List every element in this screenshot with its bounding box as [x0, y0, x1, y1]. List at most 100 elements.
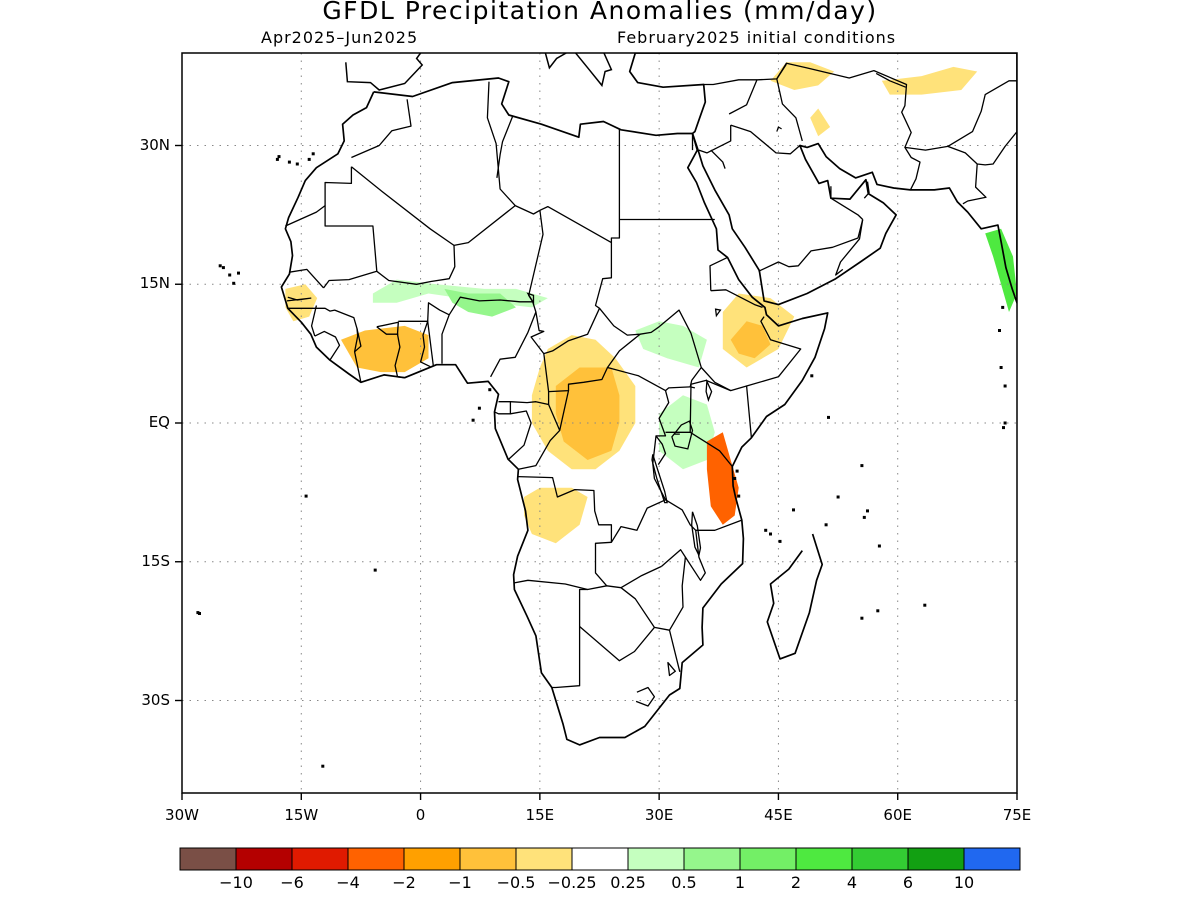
colorbar-label: 4: [846, 873, 858, 892]
colorbar-label: 0.5: [671, 873, 697, 892]
country-border: [350, 166, 541, 247]
country-border: [746, 316, 802, 387]
axis-ticks: [175, 144, 1018, 800]
island-dot: [218, 264, 222, 268]
colorbar-label: −10: [219, 873, 253, 892]
coastlines-borders: [196, 53, 1017, 768]
island-dot: [862, 515, 866, 519]
island-dot: [998, 329, 1001, 332]
colorbar-swatch: [851, 847, 909, 871]
country-border: [559, 390, 570, 431]
season-subtitle: Apr2025–Jun2025: [261, 28, 419, 47]
lon-tick-label: 75E: [1002, 806, 1032, 824]
lake-outline: [705, 378, 713, 402]
madagascar-coastline: [766, 533, 824, 660]
country-border: [498, 391, 550, 406]
country-border: [835, 219, 864, 276]
lon-tick-label: 15W: [284, 806, 319, 824]
country-border: [606, 333, 691, 392]
lon-tick-label: 15E: [525, 806, 555, 824]
country-border: [351, 99, 412, 159]
island-dot: [295, 162, 299, 166]
island-dot: [735, 469, 739, 473]
colorbar-label: 6: [902, 873, 914, 892]
country-border: [635, 686, 656, 707]
island-dot: [1001, 305, 1005, 309]
anomaly-patch: [524, 487, 588, 544]
country-border: [579, 626, 655, 662]
island-dot: [1003, 384, 1007, 388]
country-border: [354, 328, 362, 353]
country-border: [690, 386, 696, 389]
colorbar-label: −4: [336, 873, 360, 892]
colorbar-swatch: [459, 847, 517, 871]
island-dot: [866, 509, 869, 513]
anomaly-patch: [770, 62, 835, 90]
country-border: [709, 256, 728, 291]
country-border: [376, 245, 456, 285]
initial-conditions-subtitle: February2025 initial conditions: [617, 28, 897, 47]
country-border: [528, 210, 544, 303]
country-border: [661, 499, 706, 581]
country-border: [376, 326, 399, 335]
country-border: [668, 557, 687, 672]
country-border: [427, 321, 434, 366]
country-border: [698, 125, 732, 154]
lat-tick-label: 15S: [141, 551, 170, 570]
country-border: [427, 302, 450, 364]
lon-tick-label: 30W: [165, 806, 199, 824]
country-border: [710, 149, 726, 169]
island-dot: [827, 415, 830, 419]
europe-coastline: [345, 53, 629, 91]
colorbar-swatch: [907, 847, 965, 871]
country-border: [863, 181, 870, 199]
anomaly-patch: [555, 367, 620, 460]
colorbar-swatch: [795, 847, 853, 871]
lon-tick-label: 30E: [644, 806, 674, 824]
colorbar-label: −2: [392, 873, 416, 892]
country-border: [776, 62, 1017, 151]
island-dot: [304, 494, 308, 498]
island-dot: [198, 612, 201, 615]
colorbar-swatch: [347, 847, 405, 871]
island-dot: [836, 495, 840, 499]
colorbar-swatch: [963, 847, 1021, 871]
country-border: [287, 307, 362, 383]
country-border: [904, 147, 921, 191]
colorbar-swatch: [515, 847, 573, 871]
lon-tick-label: 0: [415, 806, 426, 824]
lon-tick-label: 45E: [764, 806, 793, 824]
lon-tick-label: 60E: [883, 806, 912, 824]
country-border: [710, 289, 763, 309]
country-border: [730, 124, 801, 155]
lake-outline: [714, 308, 722, 318]
country-border: [776, 78, 803, 142]
island-dot: [1002, 426, 1005, 430]
country-border: [376, 321, 405, 379]
lake-outline: [691, 511, 702, 558]
island-dot: [860, 464, 864, 468]
country-border: [551, 585, 670, 689]
colorbar-label: 1: [734, 873, 746, 892]
island-dot: [923, 603, 927, 607]
island-dot: [311, 152, 315, 156]
island-dot: [232, 281, 236, 285]
colorbar-swatch: [179, 847, 237, 871]
island-dot: [228, 273, 232, 277]
arabia-asia-coastline: [628, 53, 1017, 306]
country-border: [695, 519, 743, 531]
colorbar-swatch: [627, 847, 685, 871]
island-dot: [237, 271, 240, 275]
island-dot: [277, 155, 281, 159]
colorbar-swatch: [291, 847, 349, 871]
lat-tick-label: 15N: [139, 274, 170, 293]
island-dot: [307, 157, 311, 161]
colorbar-label: 0.25: [610, 873, 646, 892]
colorbar-label: −0.5: [496, 873, 536, 892]
anomaly-patch: [341, 325, 429, 373]
island-dot: [999, 366, 1003, 369]
island-dot: [810, 374, 814, 378]
anomaly-patch: [285, 284, 318, 322]
island-dot: [792, 508, 795, 512]
